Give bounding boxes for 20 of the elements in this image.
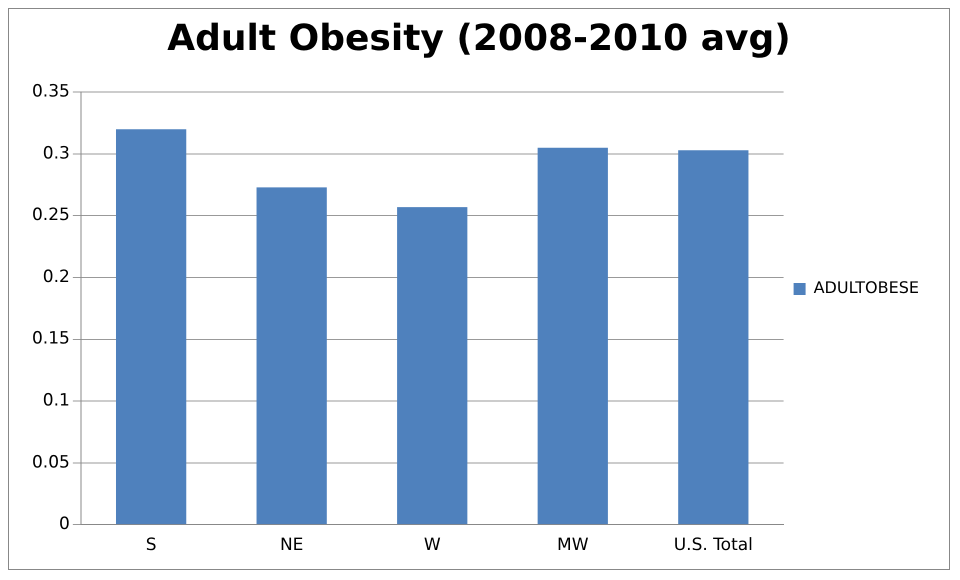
bar xyxy=(538,148,608,524)
x-tick-label: NE xyxy=(280,535,304,556)
bar xyxy=(397,207,468,524)
bar xyxy=(678,150,748,524)
y-tick-label: 0.1 xyxy=(42,390,70,410)
chart-title: Adult Obesity (2008-2010 avg) xyxy=(167,18,791,59)
x-tick-label: W xyxy=(424,535,441,556)
y-tick-label: 0.2 xyxy=(42,266,70,287)
x-tick-label: MW xyxy=(557,535,589,556)
y-tick-label: 0.35 xyxy=(32,82,70,102)
bar xyxy=(116,129,186,524)
legend-label: ADULTOBESE xyxy=(814,278,919,298)
y-tick-label: 0.3 xyxy=(42,143,70,164)
x-tick-label: S xyxy=(146,535,157,556)
y-tick-label: 0 xyxy=(59,514,70,534)
y-tick-label: 0.25 xyxy=(32,205,70,226)
y-tick-label: 0.05 xyxy=(32,452,70,472)
x-tick-label: U.S. Total xyxy=(674,535,753,556)
bar xyxy=(256,187,327,524)
y-tick-label: 0.15 xyxy=(32,328,70,349)
